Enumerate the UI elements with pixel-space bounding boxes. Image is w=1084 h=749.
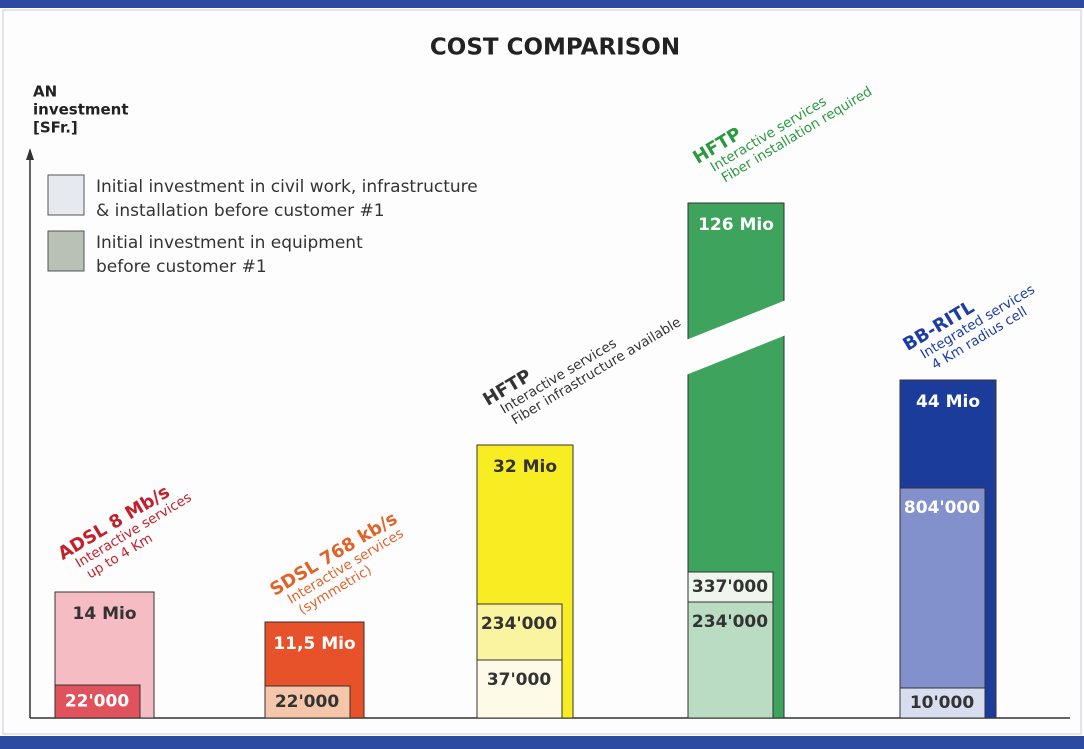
axis-break	[686, 300, 786, 375]
inner-label: 804'000	[904, 498, 980, 518]
axis-label: [SFr.]	[33, 119, 78, 137]
outer-label: 11,5 Mio	[273, 634, 355, 654]
inner-bar	[476, 659, 563, 719]
frame	[2, 9, 1082, 735]
bottom-band	[0, 736, 1084, 749]
outer-label: 126 Mio	[698, 215, 774, 235]
inner-label: 234'000	[481, 614, 557, 634]
outer-label: 44 Mio	[916, 392, 980, 412]
legend-swatch	[47, 174, 85, 216]
legend-text: & installation before customer #1	[96, 201, 385, 221]
inner-label: 37'000	[487, 670, 552, 690]
axis-arrow	[26, 148, 34, 160]
inner-bar	[687, 601, 774, 719]
inner-bar	[476, 603, 563, 661]
inner-label: 22'000	[65, 692, 130, 712]
axis-label: investment	[33, 101, 129, 119]
inner-bar	[687, 571, 774, 603]
inner-label: 10'000	[910, 693, 975, 713]
inner-label: 22'000	[275, 692, 340, 712]
inner-bar	[899, 487, 986, 689]
inner-bar	[899, 687, 986, 719]
inner-label: 234'000	[692, 612, 768, 632]
legend-text: Initial investment in civil work, infras…	[96, 177, 478, 197]
outer-label: 14 Mio	[73, 604, 137, 624]
legend-text: before customer #1	[96, 257, 267, 277]
top-band	[0, 0, 1084, 8]
legend-swatch	[47, 230, 85, 272]
legend-text: Initial investment in equipment	[96, 233, 363, 253]
inner-bar	[54, 684, 141, 719]
title: COST COMPARISON	[430, 35, 680, 61]
outer-label: 32 Mio	[493, 457, 557, 477]
inner-bar	[264, 685, 351, 719]
axis-label: AN	[33, 83, 57, 101]
inner-label: 337'000	[692, 577, 768, 597]
